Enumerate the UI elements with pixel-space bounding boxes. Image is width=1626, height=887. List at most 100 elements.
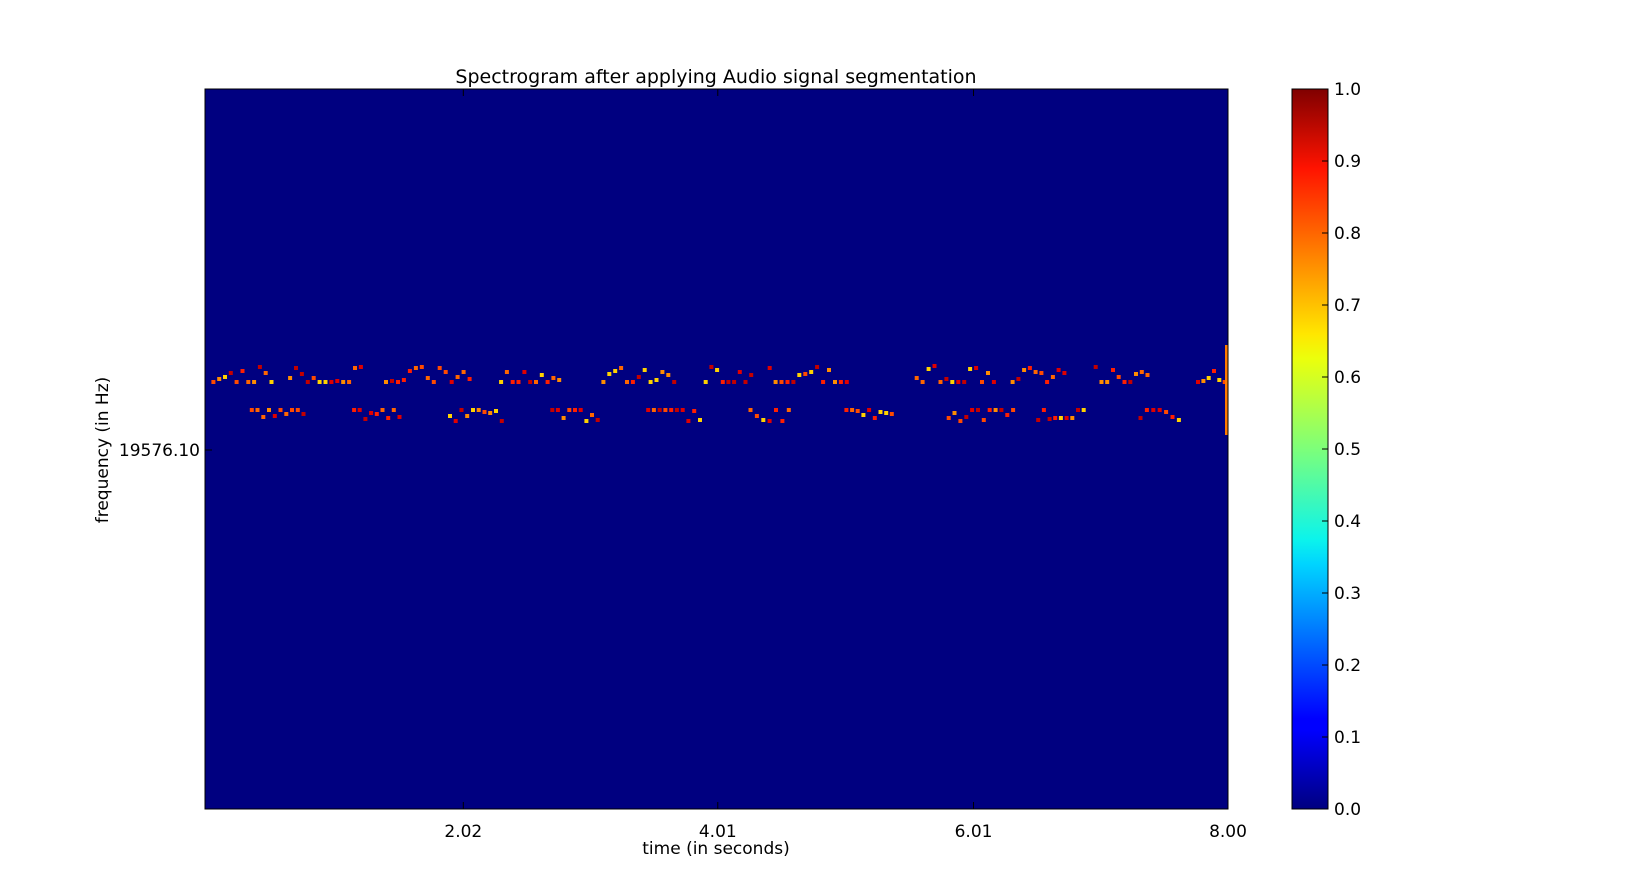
spectrogram-cell (510, 380, 515, 384)
spectrogram-cell (669, 408, 674, 412)
spectrogram-cell (654, 378, 659, 382)
spectrogram-cell (1217, 378, 1222, 382)
spectrogram-cell (780, 419, 785, 423)
spectrogram-cell (223, 375, 227, 379)
spectrogram-cell (578, 408, 583, 412)
spectrogram-cell (317, 380, 322, 384)
spectrogram-cell (401, 378, 406, 382)
spectrogram-cell (613, 369, 618, 373)
spectrogram-cell (246, 380, 251, 384)
y-axis-ticks: 19576.10 (119, 441, 212, 461)
spectrogram-cell (962, 380, 967, 384)
spectrogram-cell (323, 380, 328, 384)
spectrogram-cell (803, 372, 808, 376)
spectrogram-cell (488, 411, 493, 415)
spectrogram-cell (211, 380, 216, 384)
spectrogram-cell (651, 408, 656, 412)
spectrogram-cell (290, 408, 294, 412)
y-axis-label: frequency (in Hz) (93, 377, 113, 524)
spectrogram-cell (809, 370, 814, 374)
x-axis-label: time (in seconds) (642, 839, 789, 859)
spectrogram-cell (1116, 375, 1121, 379)
spectrogram-cell (455, 375, 460, 379)
colorbar-tick-label: 0.5 (1334, 440, 1361, 460)
colorbar-tick-label: 0.1 (1334, 728, 1361, 748)
spectrogram-cell (944, 377, 949, 381)
spectrogram-cell (425, 376, 430, 380)
spectrogram-cell (956, 380, 961, 384)
spectrogram-cell (294, 366, 298, 370)
spectrogram-cell (867, 408, 872, 412)
spectrogram-cell (767, 366, 772, 370)
spectrogram-cell (284, 412, 289, 416)
spectrogram-cell (397, 415, 402, 419)
spectrogram-cell (347, 380, 352, 384)
x-tick-label: 2.02 (444, 822, 482, 842)
spectrogram-cell (272, 414, 277, 418)
colorbar-tick-label: 0.4 (1334, 512, 1361, 532)
spectrogram-cell (590, 413, 594, 417)
spectrogram-cell (1058, 416, 1063, 420)
colorbar-tick-label: 0.2 (1334, 656, 1361, 676)
spectrogram-cell (1170, 415, 1175, 419)
spectrogram-cell (278, 408, 283, 412)
spectrogram-cell (550, 408, 555, 412)
spectrogram-cell (958, 419, 963, 423)
spectrogram-cell (715, 368, 720, 372)
spectrogram-cell (920, 380, 925, 384)
spectrogram-cell (987, 408, 992, 412)
spectrogram-cell (390, 379, 394, 383)
y-tick-label: 19576.10 (119, 441, 200, 461)
spectrogram-cell (341, 380, 346, 384)
spectrogram-cell (970, 408, 975, 412)
spectrogram-cell (374, 412, 379, 416)
spectrogram-cell (785, 380, 790, 384)
spectrogram-cell (295, 408, 300, 412)
spectrogram-cell (499, 419, 504, 423)
spectrogram-cell (443, 370, 448, 374)
x-tick-label: 6.01 (955, 822, 993, 842)
spectrogram-cell (534, 380, 538, 384)
x-axis-ticks: 2.02 4.01 6.01 8.00 (444, 89, 1247, 842)
spectrogram-cell (1056, 368, 1061, 372)
spectrogram-cell (391, 408, 396, 412)
spectrogram-cell (1222, 380, 1227, 384)
spectrogram-cell (636, 375, 641, 379)
spectrogram-cell (1039, 371, 1044, 375)
spectrogram-cell (850, 408, 855, 412)
x-tick-label: 4.01 (699, 822, 737, 842)
spectrogram-cell (698, 418, 702, 422)
spectrogram-cell (646, 408, 651, 412)
spectrogram-cell (557, 378, 562, 382)
spectrogram-cell (1111, 368, 1115, 372)
spectrogram-cell (217, 377, 222, 381)
spectrogram-cell (363, 417, 368, 421)
spectrogram-cell (329, 380, 334, 384)
spectrogram-cell (573, 408, 577, 412)
spectrogram-cell (1047, 417, 1052, 421)
spectrogram-cell (815, 365, 820, 369)
spectrogram-cell (686, 419, 691, 423)
spectrogram-cell (660, 370, 665, 374)
spectrogram-cell (1134, 372, 1138, 376)
spectrogram-cell (720, 380, 725, 384)
spectrogram-cell (311, 376, 316, 380)
spectrogram-cell (791, 380, 796, 384)
spectrogram-cell (267, 408, 271, 412)
spectrogram-cell (761, 418, 766, 422)
spectrogram-cell (252, 380, 257, 384)
spectrogram-cell (358, 365, 363, 369)
spectrogram-cell (619, 366, 624, 370)
spectrogram-cell (844, 408, 849, 412)
spectrogram-cell (844, 380, 849, 384)
colorbar-tick-label: 0.8 (1334, 224, 1361, 244)
colorbar-ticks: 0.0 0.1 0.2 0.3 0.4 0.5 0.6 0.7 0.8 0.9 1.0 (1322, 80, 1361, 820)
spectrogram-cell (737, 370, 742, 374)
spectrogram-cell (703, 380, 708, 384)
colorbar-tick-label: 0.9 (1334, 152, 1361, 172)
spectrogram-cell (642, 368, 647, 372)
spectrogram-cell (601, 380, 606, 384)
spectrogram-cell (555, 408, 560, 412)
plot-area (205, 89, 1228, 809)
spectrogram-cell (964, 415, 969, 419)
